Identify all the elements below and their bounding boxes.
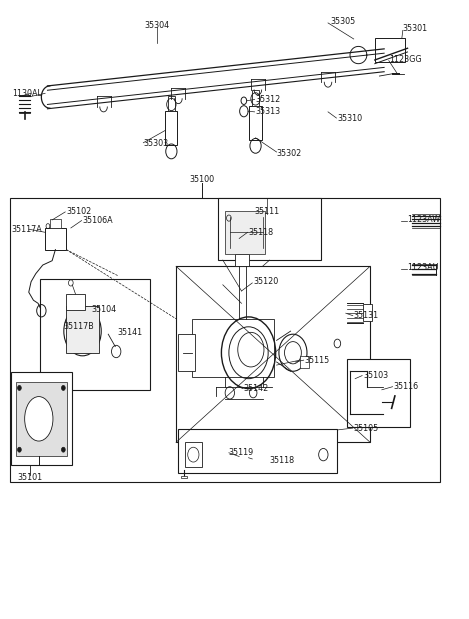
- Bar: [178, 429, 337, 473]
- Text: 35304: 35304: [145, 21, 170, 30]
- Text: 35106A: 35106A: [83, 216, 113, 225]
- Text: 1130AL: 1130AL: [12, 89, 42, 98]
- Text: 35101: 35101: [18, 473, 43, 482]
- Text: 35303: 35303: [144, 139, 168, 149]
- Bar: [192, 319, 274, 378]
- Text: 35111: 35111: [255, 207, 280, 217]
- Text: 35116: 35116: [393, 382, 419, 391]
- Bar: [66, 306, 99, 353]
- Text: 1123AU: 1123AU: [408, 263, 439, 272]
- Bar: [178, 334, 195, 371]
- Circle shape: [61, 447, 65, 452]
- Bar: [234, 254, 249, 266]
- Bar: [165, 111, 177, 145]
- Bar: [250, 106, 262, 140]
- Bar: [15, 382, 67, 456]
- Text: 35119: 35119: [229, 448, 254, 457]
- Text: 1123AW: 1123AW: [408, 215, 441, 225]
- Text: 35104: 35104: [92, 305, 117, 314]
- Bar: [176, 266, 370, 443]
- Text: 35120: 35120: [253, 277, 279, 286]
- Text: 35302: 35302: [277, 149, 302, 158]
- Text: 35142: 35142: [244, 384, 269, 393]
- Text: 35102: 35102: [66, 207, 91, 217]
- Bar: [252, 90, 259, 106]
- Text: 35117A: 35117A: [11, 225, 42, 234]
- Bar: [66, 294, 85, 310]
- Bar: [185, 443, 202, 467]
- Text: 1123GG: 1123GG: [389, 55, 422, 64]
- Bar: [40, 279, 151, 390]
- Text: 35313: 35313: [256, 107, 280, 116]
- Bar: [363, 304, 372, 321]
- Text: 35305: 35305: [330, 17, 356, 25]
- Bar: [375, 38, 405, 63]
- Text: 35131: 35131: [354, 311, 379, 320]
- Text: 35105: 35105: [354, 423, 379, 433]
- Text: 35118: 35118: [249, 228, 273, 237]
- Bar: [218, 198, 321, 260]
- Ellipse shape: [25, 397, 53, 441]
- Bar: [300, 356, 310, 368]
- Bar: [181, 475, 187, 478]
- Text: 35103: 35103: [363, 371, 388, 380]
- Bar: [10, 198, 440, 482]
- Bar: [225, 210, 265, 254]
- Text: 35141: 35141: [118, 329, 143, 337]
- Text: 35115: 35115: [305, 356, 330, 365]
- Text: 35118: 35118: [270, 456, 295, 465]
- Text: 35117B: 35117B: [64, 322, 95, 331]
- Bar: [45, 228, 66, 249]
- Circle shape: [61, 386, 65, 391]
- Text: 35301: 35301: [403, 24, 428, 33]
- Text: 35312: 35312: [256, 95, 281, 104]
- Text: 35100: 35100: [189, 175, 214, 184]
- Bar: [11, 373, 72, 465]
- Bar: [167, 96, 175, 111]
- Circle shape: [17, 386, 21, 391]
- Bar: [347, 359, 410, 427]
- Bar: [50, 219, 61, 228]
- Text: 35310: 35310: [337, 113, 363, 123]
- Circle shape: [17, 447, 21, 452]
